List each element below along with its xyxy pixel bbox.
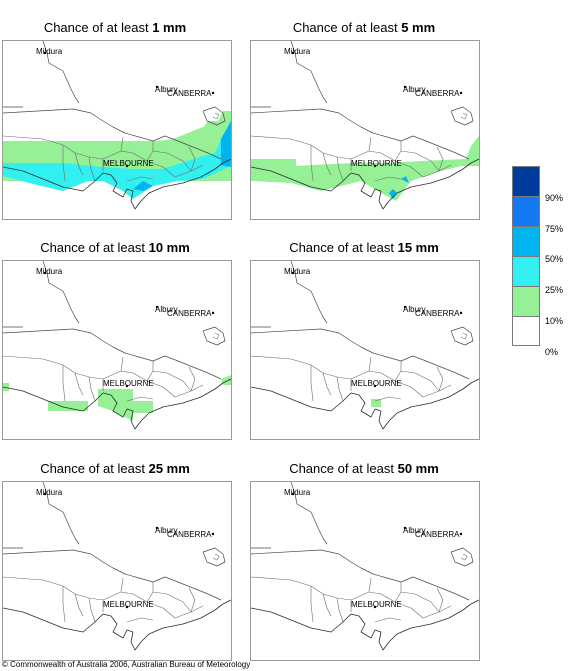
label-melbourne: MELBOURNE [351,379,402,388]
legend-label-50: 50% [545,254,564,264]
map-svg [3,261,231,430]
label-albury: Albury [155,526,178,535]
label-melbourne: MELBOURNE [103,159,154,168]
legend-label-10: 10% [545,316,564,326]
legend-label-25: 25% [545,285,564,295]
map-svg [3,482,231,651]
label-melbourne: MELBOURNE [351,159,402,168]
label-canberra: CANBERRA [167,530,212,539]
map-15mm: Mildura CANBERRA Albury MELBOURNE [250,260,480,440]
label-canberra: CANBERRA [167,309,212,318]
panel-title-50mm: Chance of at least 50 mm [289,461,439,476]
label-mildura: Mildura [284,267,311,276]
legend-swatch-50 [512,226,540,256]
label-mildura: Mildura [36,47,63,56]
legend-swatch-75 [512,196,540,226]
legend-label-90: 90% [545,193,564,203]
panel-title-5mm: Chance of at least 5 mm [292,20,436,35]
label-canberra: CANBERRA [415,89,460,98]
map-5mm: Mildura CANBERRA Albury MELBOURNE [250,40,480,220]
label-canberra: CANBERRA [415,530,460,539]
map-svg [251,41,479,210]
label-canberra: CANBERRA [415,309,460,318]
label-mildura: Mildura [284,47,311,56]
label-canberra: CANBERRA [167,89,212,98]
map-25mm: Mildura CANBERRA Albury MELBOURNE [2,481,232,661]
label-melbourne: MELBOURNE [351,600,402,609]
panel-title-25mm: Chance of at least 25 mm [40,461,190,476]
label-albury: Albury [403,526,426,535]
legend-swatch-10 [512,286,540,316]
label-melbourne: MELBOURNE [103,379,154,388]
map-10mm: Mildura CANBERRA Albury MELBOURNE [2,260,232,440]
label-mildura: Mildura [284,488,311,497]
map-1mm: Mildura CANBERRA Albury MELBOURNE [2,40,232,220]
panel-title-10mm: Chance of at least 10 mm [40,240,190,255]
legend-scale [512,166,540,346]
panel-title-15mm: Chance of at least 15 mm [289,240,439,255]
label-melbourne: MELBOURNE [103,600,154,609]
map-svg [251,261,479,430]
panel-title-1mm: Chance of at least 1 mm [43,20,187,35]
copyright-notice: © Commonwealth of Australia 2006, Austra… [2,660,251,669]
label-albury: Albury [403,85,426,94]
map-50mm: Mildura CANBERRA Albury MELBOURNE [250,481,480,661]
map-svg [3,41,231,210]
legend-swatch-25 [512,256,540,286]
map-svg [251,482,479,651]
legend-swatch-90 [512,166,540,196]
legend-swatch-0 [512,316,540,346]
label-mildura: Mildura [36,267,63,276]
legend-label-0: 0% [545,347,559,357]
legend-label-75: 75% [545,224,564,234]
label-albury: Albury [403,305,426,314]
label-mildura: Mildura [36,488,63,497]
label-albury: Albury [155,85,178,94]
label-albury: Albury [155,305,178,314]
